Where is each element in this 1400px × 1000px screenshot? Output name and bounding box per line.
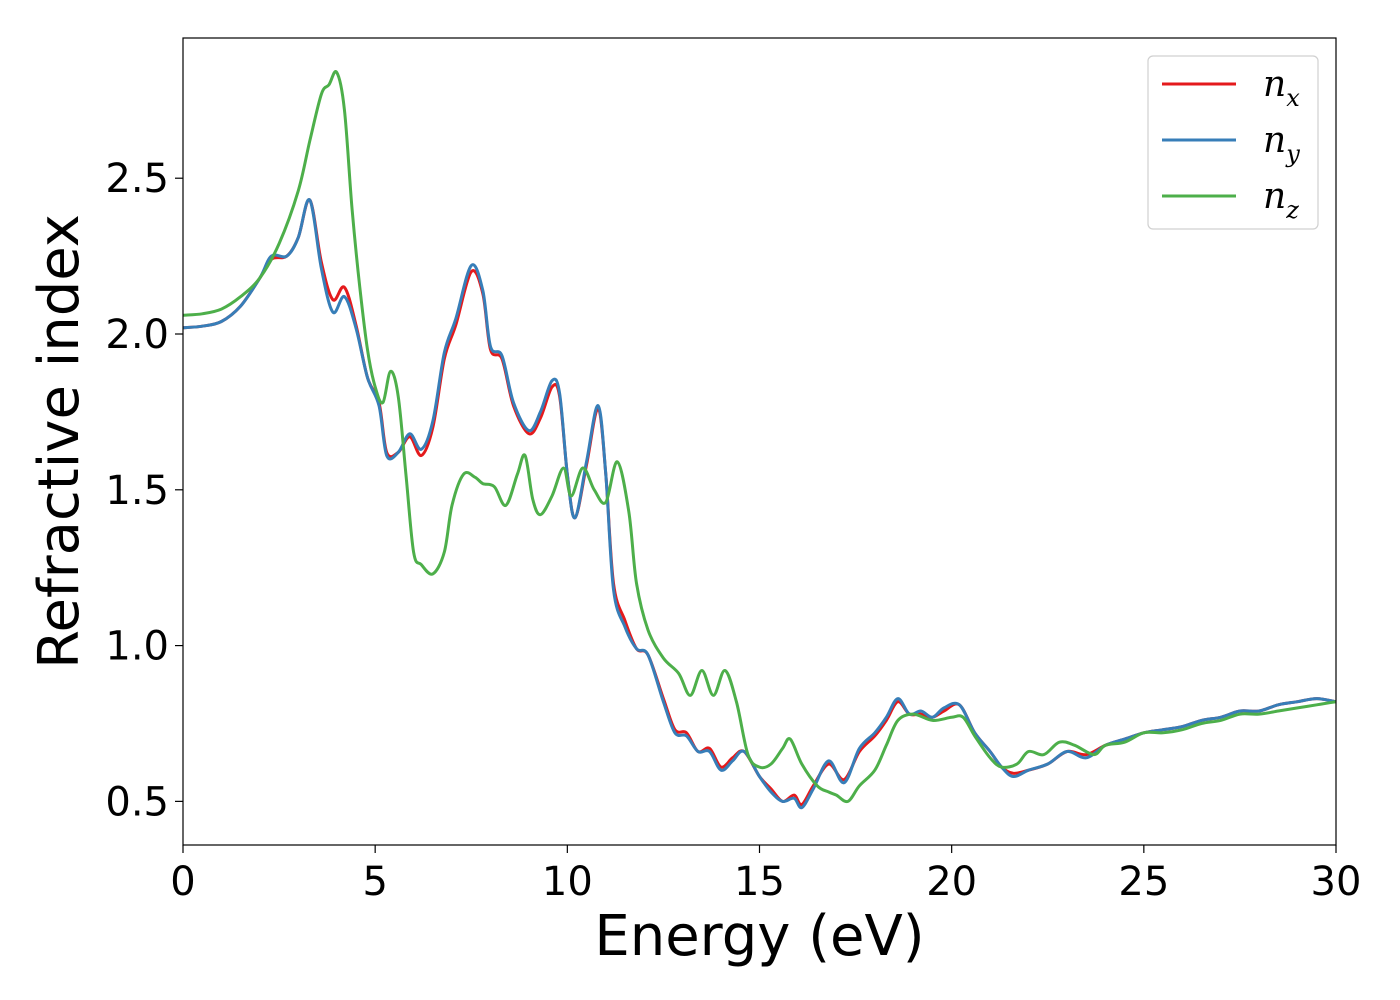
- plot-lines: [183, 69, 1336, 810]
- legend-label-base: n: [1263, 64, 1286, 105]
- legend-label-subscript: z: [1285, 196, 1299, 224]
- legend-label-subscript: x: [1286, 84, 1300, 112]
- legend-label: ny: [1263, 120, 1300, 168]
- legend-label-subscript: y: [1285, 140, 1300, 168]
- legend-label: nx: [1263, 64, 1300, 112]
- x-tick-label: 20: [926, 859, 977, 905]
- series-line-n-y: [183, 198, 1336, 810]
- x-tick-label: 5: [362, 859, 387, 905]
- y-tick-label: 0.5: [105, 779, 169, 825]
- y-tick-label: 2.0: [105, 312, 169, 358]
- x-tick-label: 25: [1118, 859, 1169, 905]
- y-axis-ticks: 0.5 1.0 1.5 2.0 2.5: [105, 156, 183, 825]
- y-tick-label: 1.0: [105, 624, 169, 670]
- x-tick-label: 30: [1311, 859, 1362, 905]
- x-tick-label: 10: [542, 859, 593, 905]
- series-line-n-x: [183, 198, 1336, 807]
- y-tick-label: 1.5: [105, 468, 169, 514]
- legend-label-base: n: [1263, 120, 1286, 161]
- series-line-n-z: [183, 69, 1336, 804]
- legend-box: [1147, 55, 1319, 230]
- x-tick-label: 15: [734, 859, 785, 905]
- x-axis-title: Energy (eV): [594, 904, 924, 969]
- x-tick-label: 0: [170, 859, 195, 905]
- y-tick-label: 2.5: [105, 156, 169, 202]
- y-axis-title: Refractive index: [27, 214, 92, 669]
- legend-label: nz: [1263, 176, 1299, 224]
- x-axis-ticks: 0 5 10 15 20 25 30: [170, 845, 1361, 905]
- legend-label-base: n: [1263, 176, 1286, 217]
